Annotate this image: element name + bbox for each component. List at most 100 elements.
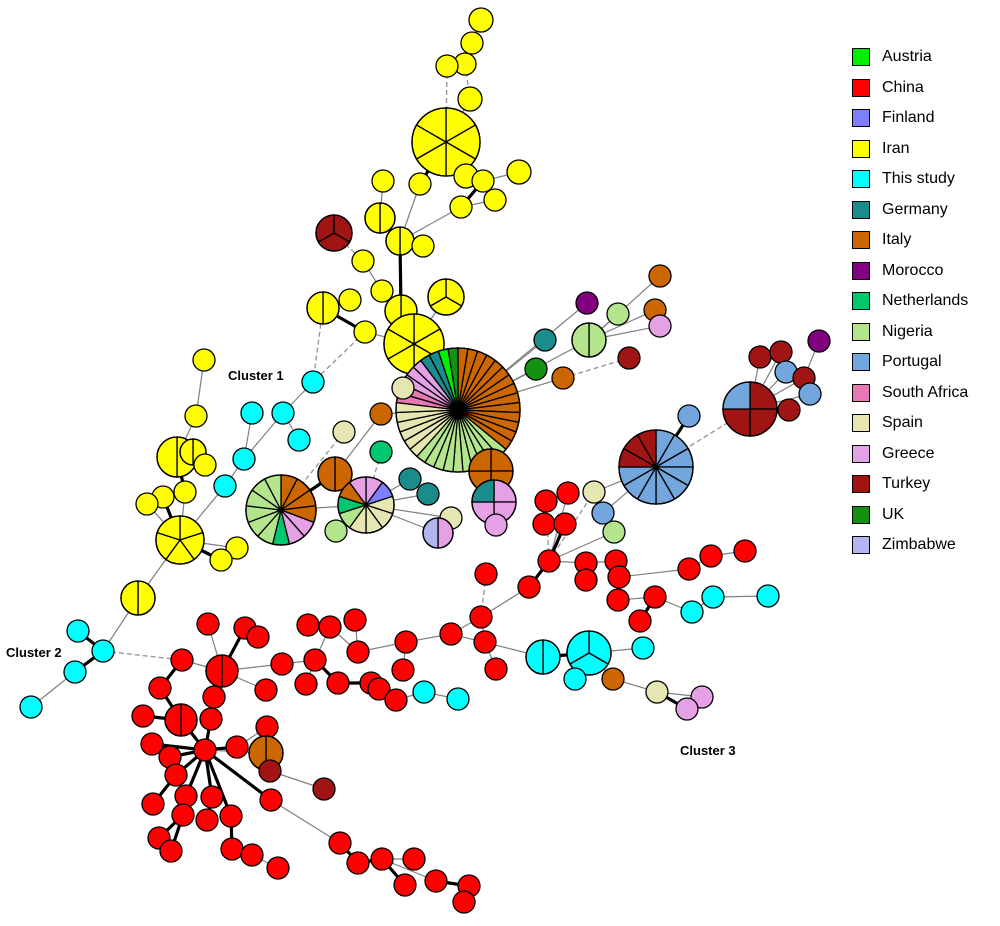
haplotype-node — [91, 639, 115, 663]
legend-swatch — [852, 414, 870, 433]
legend-label: Netherlands — [882, 292, 969, 310]
legend-item-netherlands: Netherlands — [852, 286, 992, 317]
legend-swatch — [852, 48, 870, 67]
legend-item-zimbabwe: Zimbabwe — [852, 530, 992, 561]
legend-item-uk: UK — [852, 500, 992, 531]
haplotype-node — [315, 214, 353, 252]
haplotype-node — [245, 474, 317, 546]
haplotype-node — [287, 428, 311, 452]
legend-label: Nigeria — [882, 322, 933, 340]
legend-item-germany: Germany — [852, 195, 992, 226]
haplotype-node — [202, 685, 226, 709]
haplotype-node — [140, 732, 164, 756]
haplotype-node — [19, 695, 43, 719]
haplotype-node — [457, 86, 483, 112]
legend-item-austria: Austria — [852, 42, 992, 73]
haplotype-node — [192, 348, 216, 372]
haplotype-node — [648, 264, 672, 288]
haplotype-node — [606, 588, 630, 612]
haplotype-node — [255, 715, 279, 739]
haplotype-node — [452, 890, 476, 914]
legend-label: Greece — [882, 444, 935, 462]
haplotype-node — [266, 856, 290, 880]
haplotype-node — [303, 648, 327, 672]
legend-item-this-study: This study — [852, 164, 992, 195]
haplotype-node — [748, 345, 772, 369]
haplotype-node — [591, 501, 615, 525]
haplotype-node — [184, 404, 208, 428]
legend-label: Germany — [882, 200, 948, 218]
haplotype-node — [164, 763, 188, 787]
haplotype-node — [385, 226, 415, 256]
legend-item-morocco: Morocco — [852, 256, 992, 287]
haplotype-node — [369, 440, 393, 464]
haplotype-node — [553, 512, 577, 536]
legend-swatch — [852, 231, 870, 250]
haplotype-node — [301, 370, 325, 394]
haplotype-node — [343, 608, 367, 632]
haplotype-node — [534, 489, 558, 513]
haplotype-node — [199, 707, 223, 731]
haplotype-node — [270, 652, 294, 676]
legend-swatch — [852, 200, 870, 219]
cluster-2-label: Cluster 2 — [6, 645, 62, 660]
haplotype-node — [200, 785, 224, 809]
haplotype-node — [364, 202, 396, 234]
haplotype-node — [645, 680, 669, 704]
haplotype-node — [195, 808, 219, 832]
haplotype-node — [607, 565, 631, 589]
haplotype-node — [337, 476, 395, 534]
haplotype-node — [174, 784, 198, 808]
haplotype-node — [602, 520, 626, 544]
legend-item-south-africa: South Africa — [852, 378, 992, 409]
legend-item-italy: Italy — [852, 225, 992, 256]
haplotype-node — [411, 234, 435, 258]
legend-label: UK — [882, 505, 905, 523]
legend-swatch — [852, 444, 870, 463]
legend-label: Iran — [882, 139, 910, 157]
legend-item-turkey: Turkey — [852, 469, 992, 500]
haplotype-node — [135, 492, 159, 516]
haplotype-node — [533, 328, 557, 352]
haplotype-node — [209, 548, 233, 572]
network-edge — [445, 65, 448, 143]
network-edge — [204, 748, 272, 802]
haplotype-node — [306, 291, 340, 325]
haplotype-node — [170, 648, 194, 672]
legend-item-iran: Iran — [852, 134, 992, 165]
haplotype-node — [171, 803, 195, 827]
haplotype-node — [296, 613, 320, 637]
haplotype-node — [756, 584, 780, 608]
haplotype-node — [701, 585, 725, 609]
haplotype-node — [807, 329, 831, 353]
legend-swatch — [852, 505, 870, 524]
haplotype-node — [155, 515, 205, 565]
network-nodes — [19, 7, 831, 914]
haplotype-node — [474, 562, 498, 586]
haplotype-node — [439, 622, 463, 646]
haplotype-node — [484, 657, 508, 681]
legend-label: Austria — [882, 48, 932, 66]
haplotype-node — [408, 172, 432, 196]
haplotype-node — [525, 639, 561, 675]
legend-swatch — [852, 475, 870, 494]
haplotype-node — [446, 687, 470, 711]
legend-item-finland: Finland — [852, 103, 992, 134]
haplotype-node — [469, 605, 493, 629]
haplotype-node — [346, 851, 370, 875]
haplotype-node — [643, 585, 667, 609]
haplotype-node — [680, 600, 704, 624]
legend-label: South Africa — [882, 383, 969, 401]
haplotype-node — [471, 169, 495, 193]
network-edge — [548, 531, 615, 562]
haplotype-node — [677, 404, 701, 428]
haplotype-node — [563, 667, 587, 691]
legend-swatch — [852, 261, 870, 280]
legend-swatch — [852, 170, 870, 189]
haplotype-node — [556, 481, 580, 505]
network-edge — [464, 63, 471, 100]
haplotype-node — [193, 453, 217, 477]
haplotype-node — [460, 31, 484, 55]
haplotype-node — [370, 279, 394, 303]
haplotype-node — [351, 249, 375, 273]
